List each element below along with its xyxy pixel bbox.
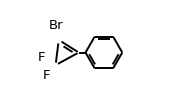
Text: F: F: [38, 51, 46, 64]
Text: F: F: [42, 69, 50, 82]
Text: Br: Br: [48, 19, 63, 32]
